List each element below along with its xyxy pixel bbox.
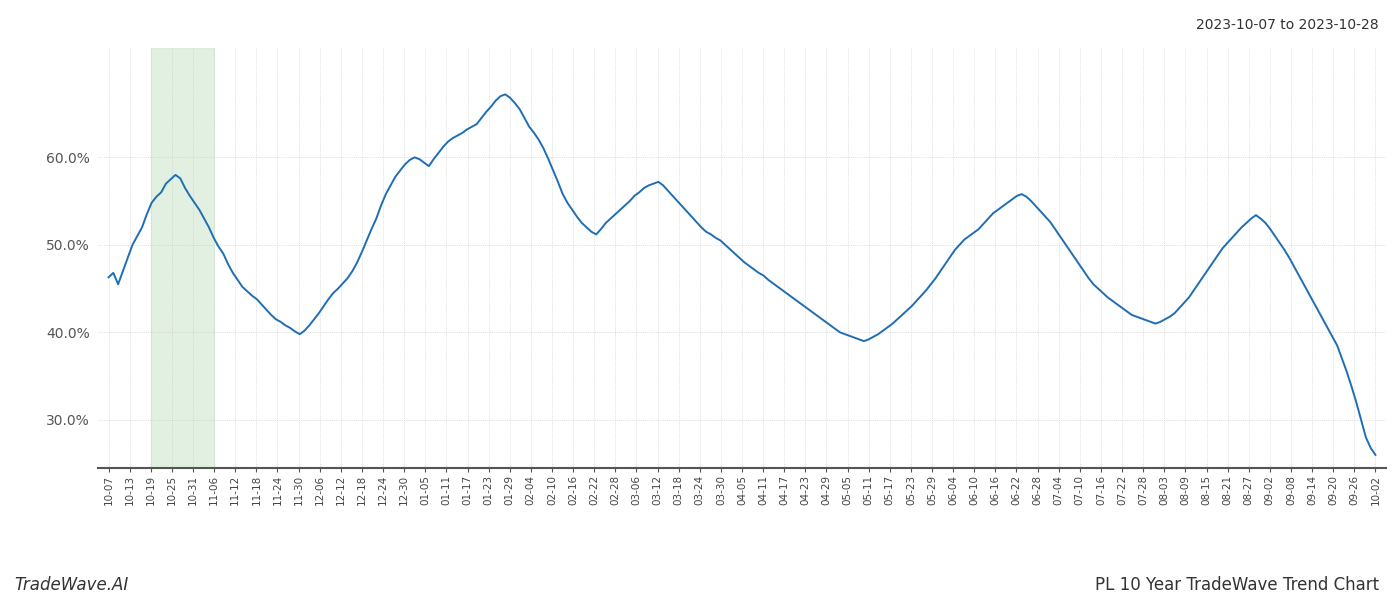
Text: 2023-10-07 to 2023-10-28: 2023-10-07 to 2023-10-28 [1197, 18, 1379, 32]
Bar [151, 48, 214, 468]
Text: PL 10 Year TradeWave Trend Chart: PL 10 Year TradeWave Trend Chart [1095, 576, 1379, 594]
Text: TradeWave.AI: TradeWave.AI [14, 576, 129, 594]
